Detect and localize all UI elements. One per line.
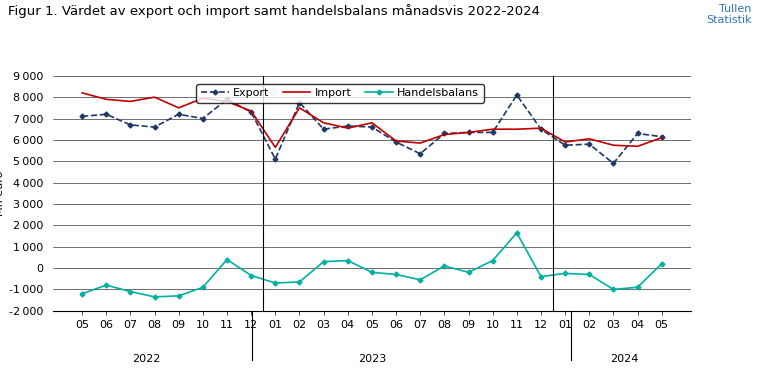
Import xyxy=(633,144,642,149)
Export xyxy=(416,152,425,156)
Import xyxy=(77,91,87,95)
Export xyxy=(222,97,231,102)
Text: Figur 1. Värdet av export och import samt handelsbalans månadsvis 2022-2024: Figur 1. Värdet av export och import sam… xyxy=(8,4,540,18)
Handelsbalans xyxy=(439,264,449,268)
Export xyxy=(464,130,473,135)
Import xyxy=(222,99,231,104)
Export xyxy=(150,125,159,129)
Export xyxy=(512,93,521,97)
Handelsbalans xyxy=(633,285,642,290)
Text: 2022: 2022 xyxy=(132,354,160,364)
Import xyxy=(319,121,328,125)
Export xyxy=(198,116,207,121)
Export xyxy=(343,124,352,128)
Handelsbalans xyxy=(150,294,159,299)
Line: Export: Export xyxy=(80,93,663,165)
Export xyxy=(367,125,376,129)
Handelsbalans xyxy=(488,258,497,263)
Export xyxy=(77,114,87,119)
Import xyxy=(343,126,352,130)
Export xyxy=(392,140,401,144)
Handelsbalans xyxy=(464,270,473,275)
Import xyxy=(295,106,304,110)
Import xyxy=(392,139,401,143)
Export xyxy=(295,100,304,105)
Text: 2023: 2023 xyxy=(357,354,386,364)
Handelsbalans xyxy=(367,270,376,275)
Import xyxy=(198,96,207,100)
Handelsbalans xyxy=(416,277,425,282)
Export xyxy=(537,127,546,132)
Handelsbalans xyxy=(561,271,570,276)
Handelsbalans xyxy=(198,285,207,290)
Import xyxy=(657,135,666,140)
Import xyxy=(464,130,473,135)
Export xyxy=(102,112,111,116)
Export xyxy=(633,131,642,136)
Line: Import: Import xyxy=(82,93,662,147)
Handelsbalans xyxy=(222,257,231,262)
Handelsbalans xyxy=(343,258,352,263)
Export xyxy=(247,110,256,114)
Export xyxy=(174,112,183,116)
Handelsbalans xyxy=(247,273,256,278)
Export xyxy=(319,127,328,132)
Import xyxy=(416,141,425,146)
Handelsbalans xyxy=(271,281,280,285)
Export xyxy=(488,130,497,135)
Import xyxy=(561,140,570,144)
Text: 2024: 2024 xyxy=(610,354,638,364)
Import xyxy=(584,136,594,141)
Handelsbalans xyxy=(392,272,401,277)
Handelsbalans xyxy=(295,280,304,284)
Export xyxy=(561,143,570,147)
Export xyxy=(126,123,135,127)
Import xyxy=(174,106,183,110)
Import xyxy=(439,132,449,137)
Export xyxy=(584,142,594,146)
Import xyxy=(609,143,618,147)
Handelsbalans xyxy=(584,272,594,277)
Import xyxy=(150,95,159,99)
Handelsbalans xyxy=(657,262,666,266)
Export xyxy=(609,161,618,166)
Import xyxy=(247,109,256,113)
Y-axis label: Mn euro: Mn euro xyxy=(0,171,5,216)
Import xyxy=(367,121,376,125)
Import xyxy=(271,145,280,150)
Handelsbalans xyxy=(102,283,111,287)
Export xyxy=(657,135,666,139)
Handelsbalans xyxy=(609,287,618,292)
Handelsbalans xyxy=(126,289,135,294)
Line: Handelsbalans: Handelsbalans xyxy=(80,231,663,299)
Legend: Export, Import, Handelsbalans: Export, Import, Handelsbalans xyxy=(197,84,483,103)
Handelsbalans xyxy=(319,259,328,264)
Export xyxy=(271,157,280,161)
Import xyxy=(537,126,546,130)
Text: Tullen
Statistik: Tullen Statistik xyxy=(706,4,751,25)
Handelsbalans xyxy=(512,230,521,235)
Import xyxy=(102,97,111,102)
Handelsbalans xyxy=(77,291,87,296)
Export xyxy=(439,131,449,136)
Handelsbalans xyxy=(174,294,183,298)
Import xyxy=(126,99,135,104)
Import xyxy=(488,127,497,132)
Import xyxy=(512,127,521,132)
Handelsbalans xyxy=(537,274,546,279)
